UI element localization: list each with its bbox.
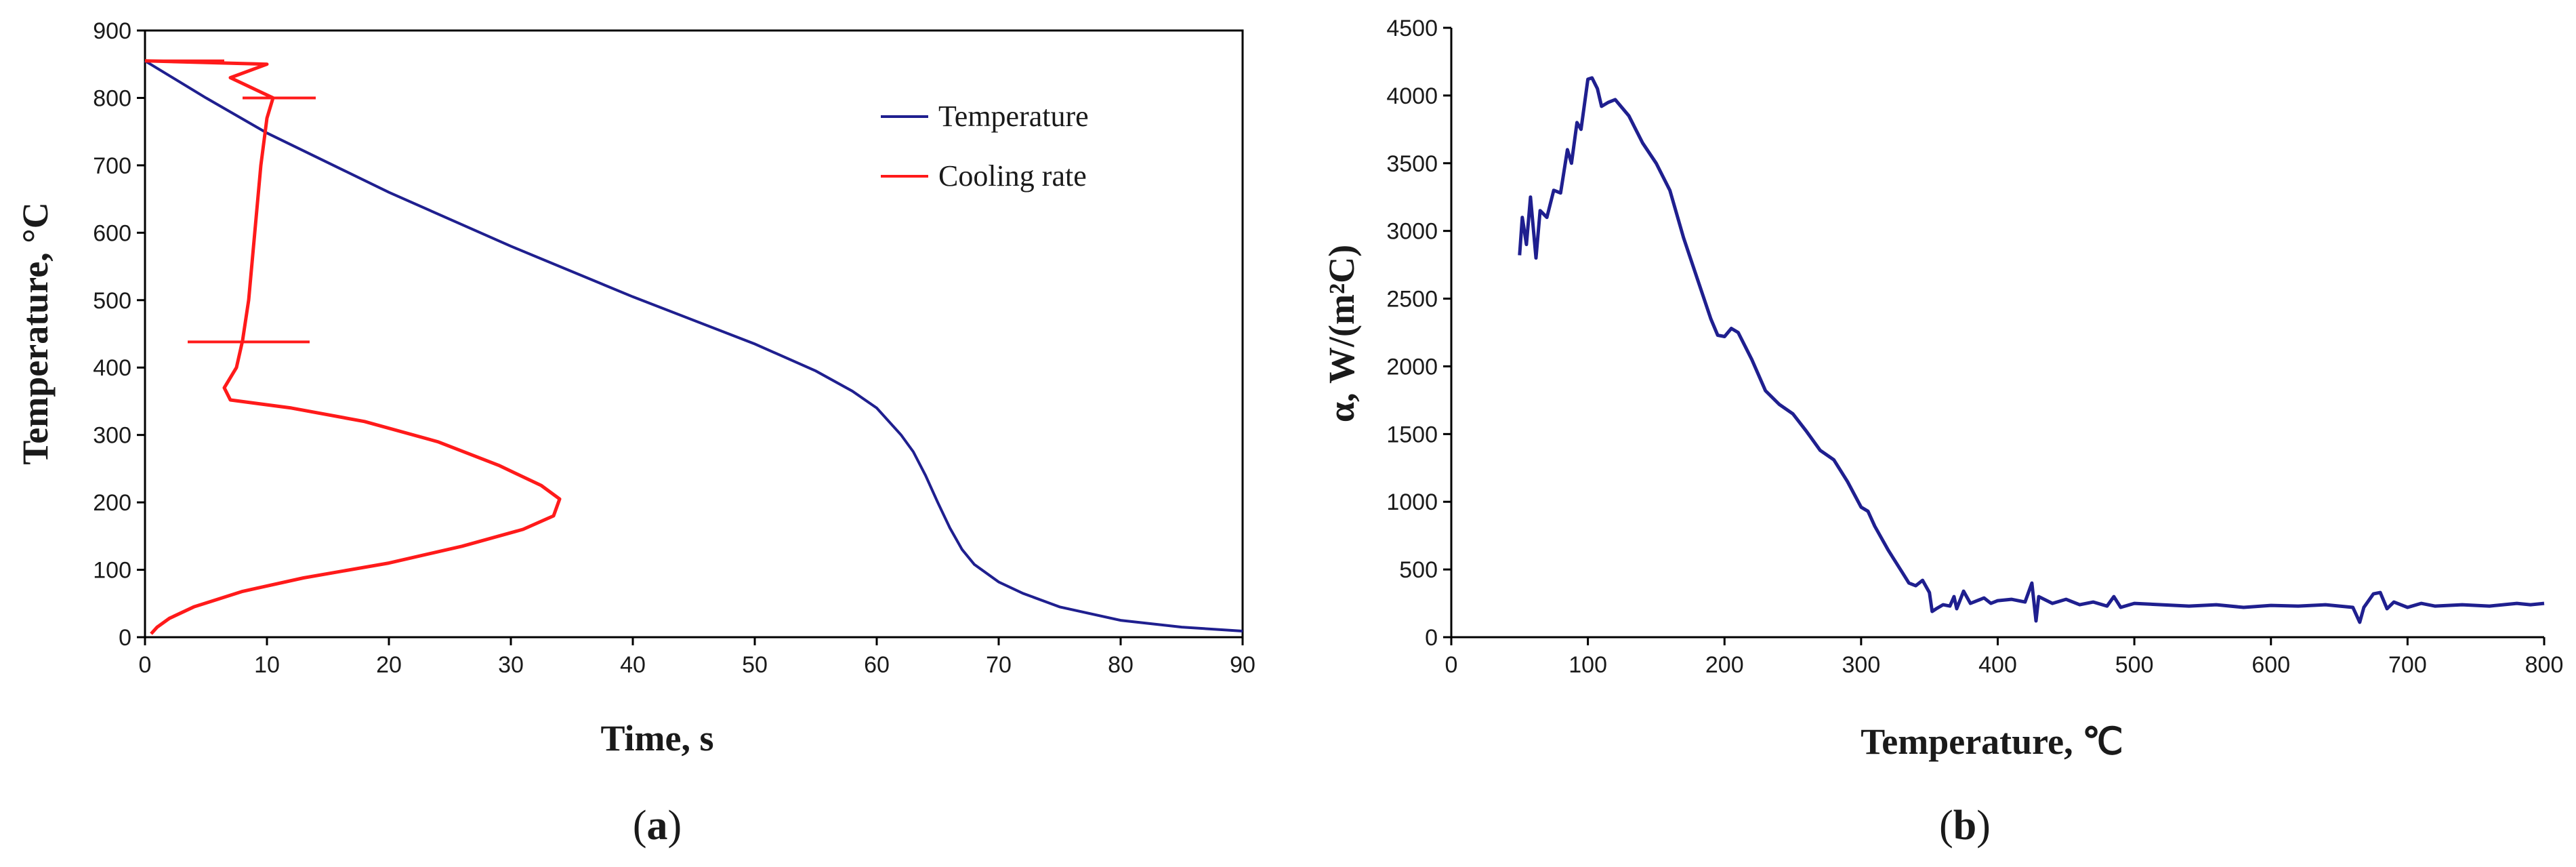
chart-b-panel-close: ) xyxy=(1976,803,1991,849)
chart-b-y-tick-label-2: 1000 xyxy=(1386,489,1438,515)
chart-b-y-axis-label: α, W/(m²C) xyxy=(1321,245,1362,422)
chart-b-y-tick-label-7: 3500 xyxy=(1386,151,1438,177)
chart-a-x-tick-label-3: 30 xyxy=(498,652,524,678)
chart-a-y-tick-label-0: 0 xyxy=(119,625,131,651)
chart-b-y-tick-label-5: 2500 xyxy=(1386,287,1438,312)
chart-b-x-tick-label-0: 0 xyxy=(1445,652,1458,678)
chart-b-panel-open: ( xyxy=(1939,803,1953,849)
chart-a-y-axis-label: Temperature, °C xyxy=(15,202,56,465)
chart-b-x-tick-label-3: 300 xyxy=(1842,652,1881,678)
chart-b-y-tick-label-3: 1500 xyxy=(1386,422,1438,447)
chart-a-y-tick-label-8: 800 xyxy=(93,85,131,111)
chart-b-series xyxy=(1518,76,2545,624)
chart-a-y-tick-label-7: 700 xyxy=(93,153,131,179)
chart-a-series xyxy=(144,59,1243,635)
chart-a-y-tick-label-9: 900 xyxy=(93,18,131,44)
chart-a-x-tick-label-7: 70 xyxy=(986,652,1012,678)
chart-a-x-tick-label-4: 40 xyxy=(620,652,646,678)
chart-b-y-tick-label-1: 500 xyxy=(1399,557,1438,583)
series-cooling-rate-line xyxy=(144,59,562,635)
chart-b-x-tick-label-1: 100 xyxy=(1569,652,1607,678)
chart-b-y-tick-label-0: 0 xyxy=(1425,625,1438,651)
chart-b-x-tick-label-4: 400 xyxy=(1978,652,2017,678)
chart-b-y-tick-label-4: 2000 xyxy=(1386,354,1438,380)
chart-a-x-axis-label: Time, s xyxy=(600,718,713,759)
chart-b-y-tick-label-6: 3000 xyxy=(1386,219,1438,245)
chart-a-x-tick-label-2: 20 xyxy=(376,652,402,678)
chart-a-x-tick-label-8: 80 xyxy=(1108,652,1134,678)
chart-b-x-tick-label-8: 800 xyxy=(2525,652,2564,678)
chart-b-x-tick-label-5: 500 xyxy=(2115,652,2154,678)
chart-a-panel-close: ) xyxy=(668,803,682,849)
chart-a-x-tick-label-9: 90 xyxy=(1230,652,1255,678)
chart-b-x-ticks: 0 100 200 300 400 500 600 700 800 xyxy=(1445,637,2564,678)
chart-b-x-tick-label-7: 700 xyxy=(2388,652,2427,678)
chart-a-panel-letter: a xyxy=(647,803,668,849)
chart-a-y-tick-label-4: 400 xyxy=(93,355,131,381)
legend-temperature-label: Temperature xyxy=(938,100,1089,133)
chart-b-y-tick-label-9: 4500 xyxy=(1386,16,1438,41)
legend-cooling-rate-label: Cooling rate xyxy=(938,159,1087,193)
chart-b-x-axis-label: Temperature, ℃ xyxy=(1861,721,2123,762)
chart-a-y-tick-label-2: 200 xyxy=(93,490,131,516)
chart-a-y-tick-label-1: 100 xyxy=(93,558,131,584)
chart-b-x-tick-label-6: 600 xyxy=(2251,652,2290,678)
chart-a-frame xyxy=(144,29,1244,639)
chart-a-panel-open: ( xyxy=(633,803,647,849)
chart-a-x-tick-label-6: 60 xyxy=(864,652,890,678)
chart-a-x-tick-label-1: 10 xyxy=(254,652,280,678)
chart-b: 0 500 1000 1500 2000 2500 3000 3500 4000 4500 0 10… xyxy=(1321,16,2563,849)
chart-a-y-tick-label-6: 600 xyxy=(93,220,131,246)
chart-b-panel-letter: b xyxy=(1953,803,1976,849)
chart-a-x-ticks: 0 10 20 30 40 50 60 70 80 90 xyxy=(139,637,1255,678)
chart-a-legend: Temperature Cooling rate xyxy=(881,100,1089,193)
chart-a-x-tick-label-5: 50 xyxy=(742,652,768,678)
series-alpha-line xyxy=(1518,76,2545,624)
chart-b-panel-label: (b) xyxy=(1939,803,1991,849)
chart-b-y-tick-label-8: 4000 xyxy=(1386,83,1438,109)
chart-a-panel-label: (a) xyxy=(633,803,682,849)
chart-a: 0 100 200 300 400 500 600 700 800 900 0 10 20 30 40 50… xyxy=(15,18,1255,849)
chart-a-x-tick-label-0: 0 xyxy=(139,652,152,678)
chart-b-x-tick-label-2: 200 xyxy=(1705,652,1744,678)
chart-a-y-ticks: 0 100 200 300 400 500 600 700 800 900 xyxy=(93,18,145,651)
series-temperature-line xyxy=(144,60,1243,632)
chart-a-y-tick-label-5: 500 xyxy=(93,288,131,314)
chart-a-y-tick-label-3: 300 xyxy=(93,423,131,449)
chart-b-y-ticks: 0 500 1000 1500 2000 2500 3000 3500 4000 4500 xyxy=(1386,16,1451,651)
